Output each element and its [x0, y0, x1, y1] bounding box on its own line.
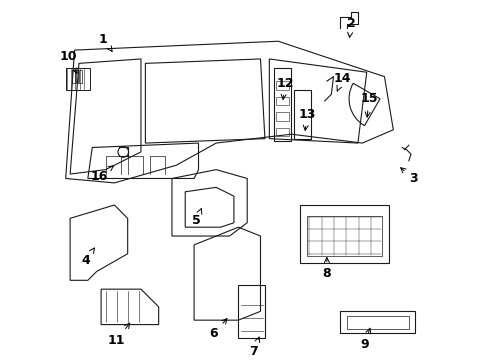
Text: 6: 6: [210, 319, 227, 340]
Bar: [347, 316, 409, 329]
Bar: [76, 70, 78, 83]
Text: 3: 3: [401, 168, 417, 185]
Text: 15: 15: [360, 92, 378, 117]
Bar: [307, 216, 382, 256]
Text: 7: 7: [249, 337, 260, 357]
Bar: [276, 81, 289, 90]
Text: 12: 12: [276, 77, 294, 99]
Bar: [238, 285, 265, 338]
Text: 8: 8: [322, 258, 331, 280]
Text: 5: 5: [192, 208, 202, 227]
Bar: [66, 68, 90, 90]
Bar: [276, 112, 289, 121]
Text: 14: 14: [334, 72, 351, 91]
Text: 11: 11: [108, 323, 130, 347]
Bar: [300, 205, 389, 262]
Text: 10: 10: [59, 50, 77, 73]
Text: 4: 4: [81, 248, 95, 267]
Bar: [276, 127, 289, 136]
Bar: [73, 70, 74, 83]
Text: 2: 2: [347, 17, 356, 37]
Text: 1: 1: [99, 32, 112, 51]
Text: 9: 9: [360, 328, 371, 351]
Text: 16: 16: [90, 166, 114, 183]
Bar: [276, 96, 289, 105]
Text: 13: 13: [298, 108, 316, 130]
Bar: [79, 70, 82, 83]
